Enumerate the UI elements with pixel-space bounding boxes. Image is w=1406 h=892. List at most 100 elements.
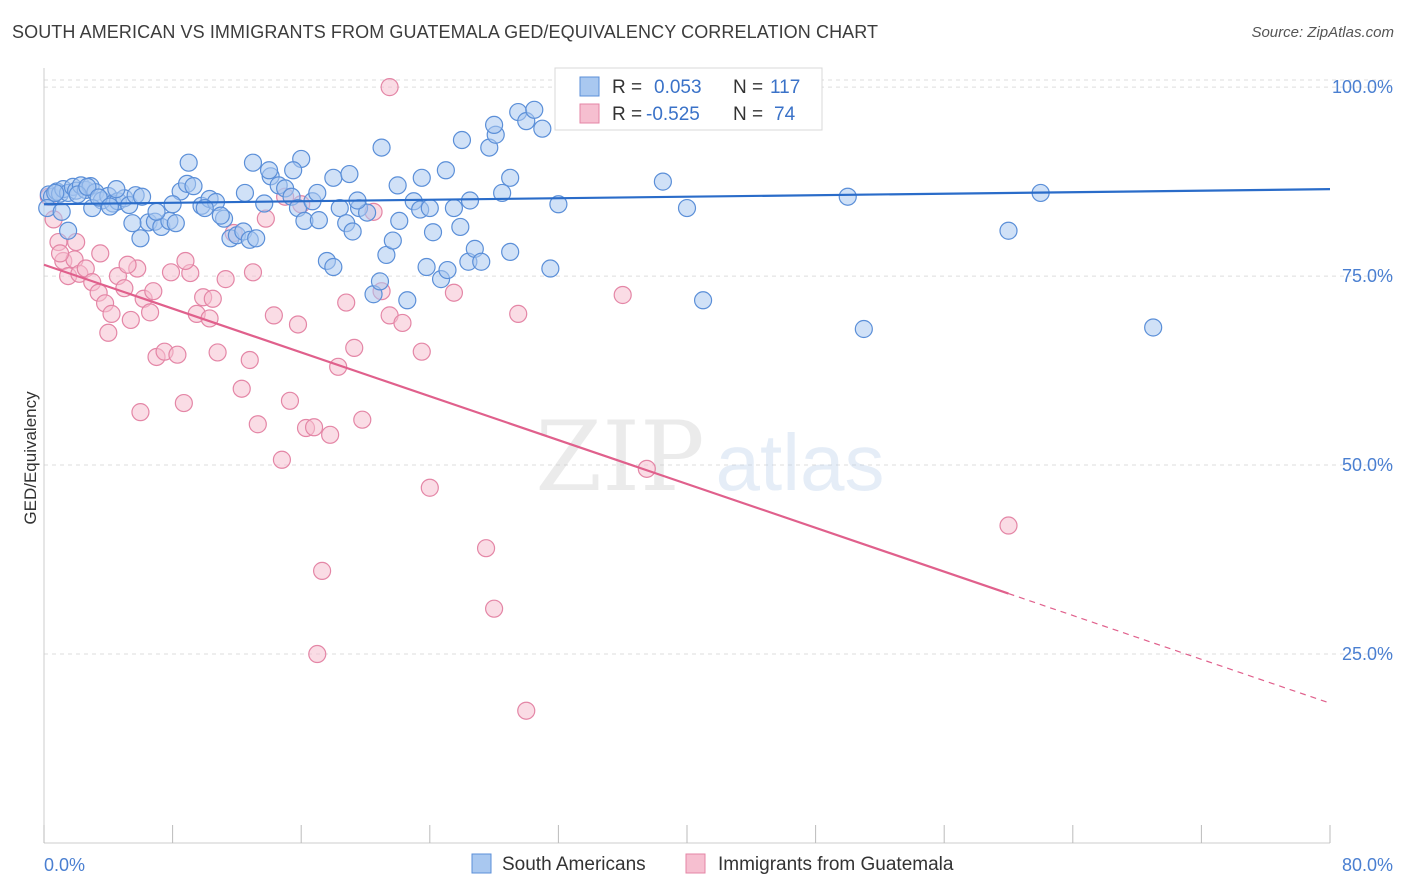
point-south-americans-65	[444, 198, 464, 218]
point-guatemala-31	[240, 350, 259, 370]
point-south-americans-61	[417, 257, 436, 277]
correlation-legend: R = 0.053 N = 117 R = -0.525 N = 74	[554, 67, 823, 131]
y-tick-label-3: 100.0%	[1332, 77, 1393, 97]
point-guatemala-66	[144, 282, 163, 301]
point-south-americans-36	[247, 229, 266, 248]
point-south-americans-45	[309, 211, 328, 230]
point-guatemala-72	[99, 323, 118, 342]
point-guatemala-69	[243, 263, 263, 282]
trend-line-south-americans	[43, 188, 1331, 206]
point-guatemala-17	[140, 303, 160, 322]
point-guatemala-28	[216, 270, 235, 289]
point-south-americans-113	[838, 187, 857, 206]
point-guatemala-65	[118, 255, 137, 274]
point-south-americans-77	[541, 259, 560, 278]
point-guatemala-73	[131, 403, 150, 422]
point-guatemala-30	[232, 379, 251, 398]
point-south-americans-122	[52, 202, 71, 221]
point-guatemala-20	[161, 263, 181, 282]
point-south-americans-99	[211, 206, 230, 225]
point-south-americans-91	[436, 161, 455, 180]
point-south-americans-83	[179, 153, 198, 172]
point-south-americans-105	[420, 198, 439, 218]
point-guatemala-41	[321, 425, 340, 444]
point-guatemala-45	[353, 410, 372, 429]
bottom-legend-swatch-blue	[471, 853, 492, 874]
point-south-americans-114	[854, 319, 873, 339]
point-guatemala-55	[509, 304, 528, 323]
point-south-americans-81	[131, 229, 150, 248]
point-guatemala-35	[272, 450, 292, 469]
point-south-americans-100	[243, 153, 263, 172]
point-south-americans-69	[472, 252, 491, 271]
series-south-americans-points	[38, 78, 1163, 339]
point-guatemala-14	[121, 310, 140, 330]
point-south-americans-72	[493, 183, 512, 203]
point-south-americans-56	[383, 231, 402, 250]
point-guatemala-44	[345, 338, 364, 357]
x-tick-label-max: 80.0%	[1342, 855, 1393, 875]
point-south-americans-58	[398, 291, 417, 310]
series-legend: South Americans Immigrants from Guatemal…	[471, 853, 954, 875]
y-tick-label-1: 50.0%	[1342, 455, 1393, 475]
point-guatemala-34	[264, 306, 283, 325]
point-south-americans-76	[533, 119, 552, 138]
legend-r-value-2: -0.525	[646, 104, 700, 125]
point-south-americans-104	[388, 176, 407, 195]
point-guatemala-40	[312, 561, 332, 580]
chart-title: SOUTH AMERICAN VS IMMIGRANTS FROM GUATEM…	[12, 22, 879, 42]
point-south-americans-62	[423, 223, 443, 242]
legend-r-value-1: 0.053	[654, 77, 702, 98]
legend-n-label-2: N =	[733, 104, 763, 125]
point-south-americans-27	[184, 177, 203, 196]
point-south-americans-64	[438, 260, 457, 280]
legend-r-label-2: R =	[612, 104, 642, 125]
point-south-americans-121	[46, 183, 65, 203]
bottom-legend-swatch-pink	[685, 853, 706, 874]
point-guatemala-52	[444, 283, 464, 302]
point-guatemala-50	[412, 342, 431, 361]
point-south-americans-126	[100, 197, 120, 216]
point-guatemala-57	[613, 285, 632, 305]
point-south-americans-52	[358, 203, 377, 222]
legend-r-label-1: R =	[612, 77, 642, 98]
legend-n-value-2: 74	[774, 104, 796, 125]
point-south-americans-115	[999, 221, 1018, 240]
point-south-americans-107	[501, 168, 520, 187]
point-guatemala-22	[174, 393, 193, 413]
point-south-americans-95	[59, 221, 78, 240]
point-guatemala-62	[50, 244, 70, 263]
point-guatemala-32	[248, 415, 267, 434]
bottom-legend-label-1: South Americans	[502, 854, 646, 875]
bottom-legend-label-2: Immigrants from Guatemala	[718, 854, 954, 875]
point-south-americans-88	[340, 164, 359, 184]
x-tick-label-min: 0.0%	[44, 855, 85, 875]
point-south-americans-89	[372, 138, 391, 157]
point-south-americans-102	[308, 183, 327, 203]
point-south-americans-85	[259, 161, 279, 180]
point-south-americans-110	[549, 195, 568, 214]
point-south-americans-50	[343, 222, 362, 241]
y-axis-title: GED/Equivalency	[21, 391, 40, 525]
point-south-americans-98	[195, 198, 214, 218]
point-guatemala-37	[288, 315, 308, 334]
trend-line-guatemala	[43, 263, 1009, 595]
y-tick-label-0: 25.0%	[1342, 644, 1393, 664]
point-south-americans-37	[255, 194, 274, 213]
point-south-americans-111	[653, 172, 672, 191]
y-tick-label-2: 75.0%	[1342, 266, 1393, 286]
legend-swatch-pink	[579, 103, 600, 124]
point-south-americans-93	[485, 115, 504, 135]
watermark: ZIP atlas	[535, 401, 884, 513]
point-south-americans-24	[166, 214, 185, 233]
point-guatemala-49	[393, 313, 412, 333]
tick-labels: 25.0% 50.0% 75.0% 100.0% 0.0% 80.0%	[44, 77, 1393, 875]
watermark-zip: ZIP	[535, 401, 704, 513]
trend-line-guatemala-extension	[1008, 592, 1331, 704]
point-south-americans-108	[107, 180, 126, 199]
source-label: Source: ZipAtlas.com	[1251, 24, 1394, 41]
point-south-americans-57	[390, 211, 409, 231]
point-guatemala-43	[337, 293, 356, 312]
series-guatemala-points	[39, 78, 1018, 720]
